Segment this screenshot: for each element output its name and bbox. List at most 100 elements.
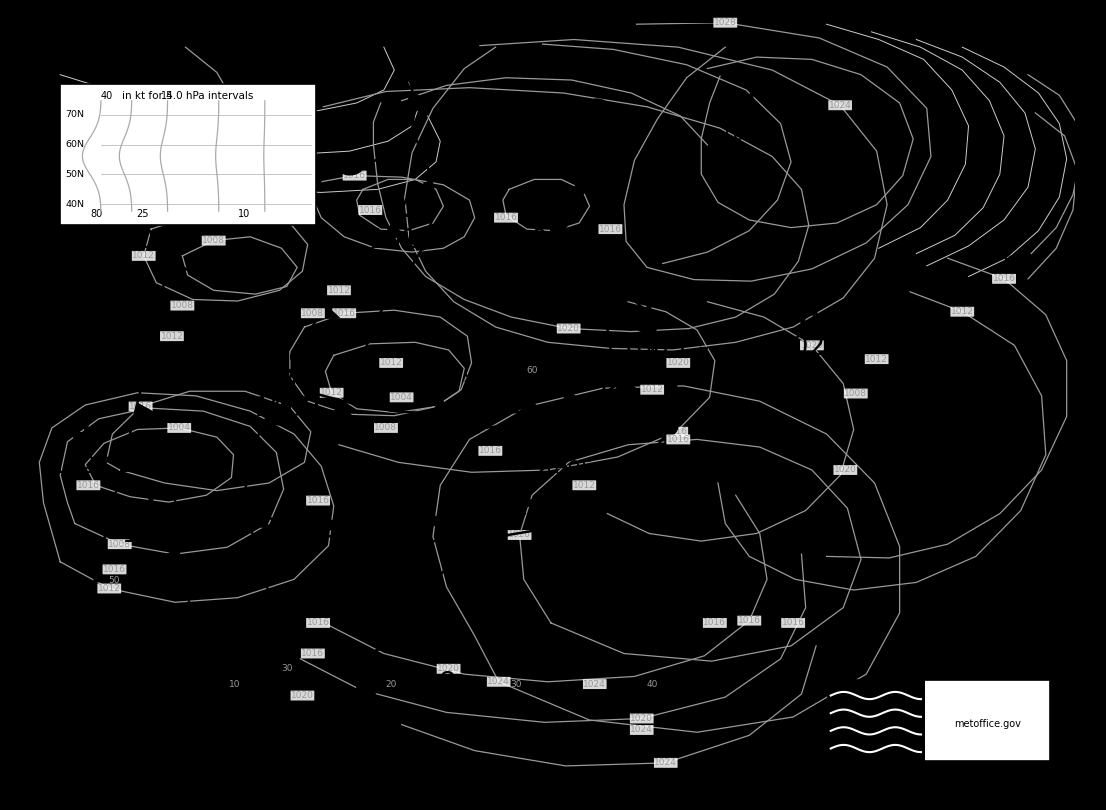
Text: 1016: 1016 — [129, 402, 153, 411]
Polygon shape — [343, 524, 363, 540]
Text: 70N: 70N — [65, 110, 84, 119]
Text: 1004: 1004 — [168, 424, 190, 433]
Polygon shape — [572, 481, 597, 494]
Text: 1016: 1016 — [301, 649, 324, 658]
Text: 1028: 1028 — [713, 18, 737, 28]
Bar — [60, 84, 316, 225]
Text: L: L — [1042, 139, 1055, 159]
Polygon shape — [59, 737, 82, 753]
Text: 1008: 1008 — [844, 389, 867, 398]
Text: 1000: 1000 — [121, 522, 188, 548]
Text: 50N: 50N — [65, 170, 84, 179]
Text: 1008: 1008 — [202, 236, 226, 245]
Text: 1016: 1016 — [306, 618, 330, 628]
Text: L: L — [394, 197, 410, 223]
Polygon shape — [440, 526, 461, 541]
Text: 1020: 1020 — [291, 691, 314, 700]
Polygon shape — [173, 733, 195, 747]
Polygon shape — [343, 390, 362, 406]
Polygon shape — [609, 463, 634, 478]
Polygon shape — [376, 145, 401, 160]
Text: L: L — [708, 560, 721, 579]
Text: 40: 40 — [647, 680, 658, 688]
Text: 1020: 1020 — [557, 324, 581, 333]
Text: 1009: 1009 — [253, 396, 321, 422]
Text: 1024: 1024 — [583, 680, 606, 688]
Text: 1012: 1012 — [573, 481, 596, 490]
Text: 20: 20 — [386, 680, 397, 688]
Text: 1015: 1015 — [514, 228, 582, 254]
Polygon shape — [577, 505, 596, 521]
Text: 15: 15 — [161, 92, 174, 101]
Text: metoffice.gov: metoffice.gov — [954, 719, 1021, 730]
Text: 80: 80 — [90, 209, 102, 220]
Polygon shape — [407, 92, 422, 113]
Polygon shape — [611, 490, 629, 507]
Polygon shape — [340, 373, 361, 388]
Polygon shape — [609, 286, 630, 301]
Text: 1012: 1012 — [97, 584, 121, 593]
Text: 1012: 1012 — [321, 388, 343, 397]
Text: 1004: 1004 — [390, 393, 413, 402]
Polygon shape — [166, 580, 187, 595]
Polygon shape — [611, 358, 630, 373]
Text: H: H — [797, 304, 820, 330]
Text: L: L — [279, 365, 295, 391]
Polygon shape — [107, 510, 131, 526]
Text: 1015: 1015 — [368, 228, 435, 254]
Polygon shape — [571, 176, 589, 195]
Polygon shape — [330, 410, 352, 421]
Polygon shape — [430, 399, 450, 415]
Polygon shape — [272, 614, 292, 627]
Text: 1024: 1024 — [488, 677, 510, 686]
Polygon shape — [242, 460, 257, 477]
Polygon shape — [165, 259, 188, 275]
Polygon shape — [345, 262, 365, 279]
Text: 1016: 1016 — [665, 427, 688, 437]
Polygon shape — [457, 425, 480, 435]
Text: 1016: 1016 — [358, 206, 382, 215]
Text: 1012: 1012 — [865, 355, 888, 364]
Polygon shape — [414, 180, 435, 194]
Text: 1012: 1012 — [160, 331, 184, 341]
Text: 25: 25 — [136, 209, 148, 220]
Polygon shape — [520, 397, 540, 411]
Polygon shape — [585, 407, 608, 421]
Polygon shape — [354, 683, 376, 697]
Text: 1020: 1020 — [508, 531, 531, 539]
Polygon shape — [173, 611, 195, 625]
Text: L: L — [644, 304, 660, 330]
Text: 1012: 1012 — [379, 359, 403, 368]
Polygon shape — [157, 305, 180, 321]
Text: 1005: 1005 — [618, 335, 686, 360]
Text: 30: 30 — [281, 664, 292, 673]
Polygon shape — [146, 353, 169, 369]
Polygon shape — [274, 514, 302, 526]
Text: 60N: 60N — [65, 140, 84, 149]
Polygon shape — [251, 184, 276, 198]
Text: 1012: 1012 — [327, 286, 351, 295]
Text: 1008: 1008 — [301, 309, 324, 318]
Text: 1016: 1016 — [992, 275, 1015, 284]
Polygon shape — [635, 322, 656, 338]
Polygon shape — [337, 161, 364, 175]
Text: 1020: 1020 — [834, 466, 857, 475]
Text: 1003: 1003 — [121, 228, 188, 254]
Text: 30: 30 — [511, 680, 522, 688]
Text: 1016: 1016 — [479, 446, 502, 455]
Polygon shape — [323, 520, 351, 531]
Text: 1031: 1031 — [720, 124, 773, 143]
Text: 1016: 1016 — [667, 435, 690, 444]
Polygon shape — [352, 328, 374, 342]
Polygon shape — [294, 519, 314, 535]
Text: 40: 40 — [101, 92, 113, 101]
Text: 1012: 1012 — [951, 307, 973, 316]
Text: L: L — [562, 429, 575, 450]
Polygon shape — [660, 375, 677, 394]
Text: 10: 10 — [229, 680, 240, 688]
Text: 1020: 1020 — [801, 341, 823, 350]
Polygon shape — [345, 728, 366, 743]
Text: H: H — [738, 93, 754, 113]
Polygon shape — [595, 99, 611, 119]
Text: 1020: 1020 — [930, 497, 990, 520]
